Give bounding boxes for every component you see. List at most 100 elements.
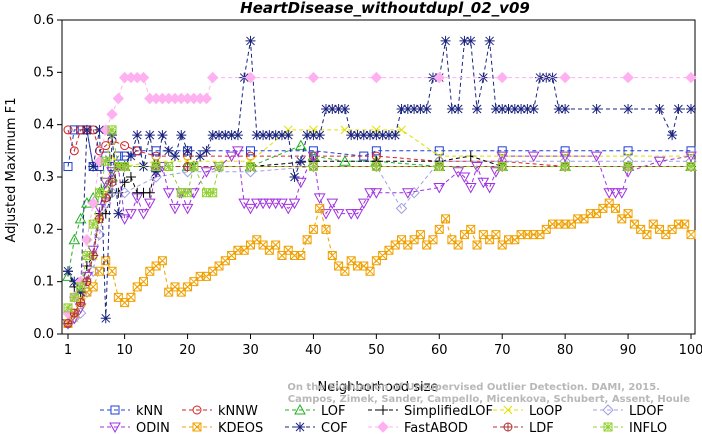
data-point-ldf (82, 277, 91, 286)
data-point-cof (232, 130, 243, 141)
data-point-odin (232, 146, 244, 157)
data-point-kdeos (315, 203, 325, 213)
data-point-odin (458, 172, 471, 184)
data-point-inflo (88, 219, 98, 229)
legend-label: LDF (529, 421, 554, 434)
data-point-kdeos (220, 256, 230, 266)
data-point-odin (483, 182, 496, 194)
data-point-kdeos (472, 240, 482, 250)
legend-marker (503, 405, 513, 415)
data-point-inflo (208, 188, 218, 198)
data-point-cof (484, 35, 495, 46)
data-point-odin (282, 203, 295, 215)
data-point-ldof (118, 186, 131, 199)
data-point-odin (590, 151, 603, 163)
data-point-kdeos (541, 224, 551, 234)
data-point-kdeos (145, 266, 155, 276)
legend-label: COF (321, 421, 348, 434)
data-point-ldof (100, 197, 112, 209)
data-point-cof (75, 287, 86, 298)
data-point-kdeos (378, 251, 388, 260)
data-point-ldf (101, 193, 110, 202)
data-point-odin (433, 182, 446, 194)
data-point-fastabod (87, 197, 99, 209)
data-point-kdeos (535, 230, 545, 240)
data-point-fastabod (137, 71, 150, 84)
data-point-simplifiedlof (81, 260, 92, 271)
data-point-lof (294, 139, 307, 151)
data-point-kdeos (566, 219, 576, 229)
series-line-ldf (67, 166, 691, 324)
data-point-kdeos (680, 219, 690, 229)
data-point-cof (465, 35, 476, 46)
data-point-inflo (183, 188, 193, 198)
data-point-kdeos (592, 209, 602, 219)
data-point-cof (314, 130, 325, 141)
data-point-odin (527, 151, 540, 163)
data-point-cof (251, 130, 262, 141)
series-line-odin (67, 149, 692, 324)
data-point-kdeos (629, 219, 639, 229)
data-point-fastabod (93, 155, 106, 168)
legend-item-simplifiedlof: SimplifiedLOF (368, 404, 493, 419)
data-point-inflo (434, 162, 444, 172)
series-line-simplifiedlof (67, 155, 691, 293)
data-point-cof (352, 130, 363, 141)
data-point-inflo (623, 162, 633, 172)
data-point-fastabod (622, 71, 634, 84)
data-point-loop (340, 125, 350, 135)
data-point-cof (63, 266, 73, 277)
data-point-kdeos (139, 277, 149, 287)
data-point-odin (118, 214, 131, 225)
data-point-kdeos (334, 261, 344, 271)
legend-label: FastABOD (404, 421, 468, 434)
data-point-fastabod (100, 124, 112, 136)
data-point-lof (99, 181, 112, 192)
legend-item-knn: kNN (100, 404, 163, 419)
legend-label: kNNW (218, 404, 258, 419)
data-point-knn (686, 146, 696, 156)
data-point-odin (238, 198, 251, 210)
series-line-fastabod (67, 77, 691, 314)
x-tick-label: 60 (431, 343, 448, 358)
legend-label: ODIN (136, 421, 170, 434)
data-point-kdeos (403, 240, 413, 250)
data-point-odin (307, 151, 320, 163)
data-point-kdeos (157, 256, 167, 266)
series-kdeos (63, 198, 696, 329)
data-point-inflo (189, 162, 199, 172)
series-ldof (62, 155, 697, 330)
data-point-fastabod (81, 234, 93, 246)
data-point-odin (370, 188, 383, 199)
data-point-cof (132, 130, 143, 141)
data-point-ldf (82, 277, 92, 287)
data-point-kdeos (101, 256, 111, 266)
data-point-kdeos (365, 266, 375, 276)
data-point-cof (440, 35, 451, 46)
data-point-knn (497, 146, 507, 156)
data-point-cof (157, 130, 168, 141)
data-point-odin (244, 203, 257, 215)
data-point-odin (603, 188, 616, 199)
data-point-odin (320, 209, 332, 220)
series-layer (62, 35, 697, 330)
data-point-inflo (560, 162, 570, 172)
data-point-kdeos (359, 261, 369, 271)
data-point-cof (509, 103, 520, 114)
data-point-cof (214, 130, 225, 141)
data-point-cof (220, 130, 231, 141)
data-point-odin (332, 209, 345, 220)
data-point-kdeos (390, 240, 400, 250)
data-point-cof (163, 145, 174, 156)
data-point-odin (615, 188, 628, 199)
legend-marker (602, 404, 614, 416)
y-tick-label: 0.4 (33, 118, 54, 133)
data-point-cof (346, 130, 357, 141)
data-point-inflo (245, 162, 255, 172)
data-point-cof (226, 130, 237, 141)
data-point-kdeos (453, 240, 463, 250)
data-point-kdeos (346, 256, 356, 266)
data-point-odin (263, 198, 276, 210)
data-point-kdeos (132, 282, 142, 292)
